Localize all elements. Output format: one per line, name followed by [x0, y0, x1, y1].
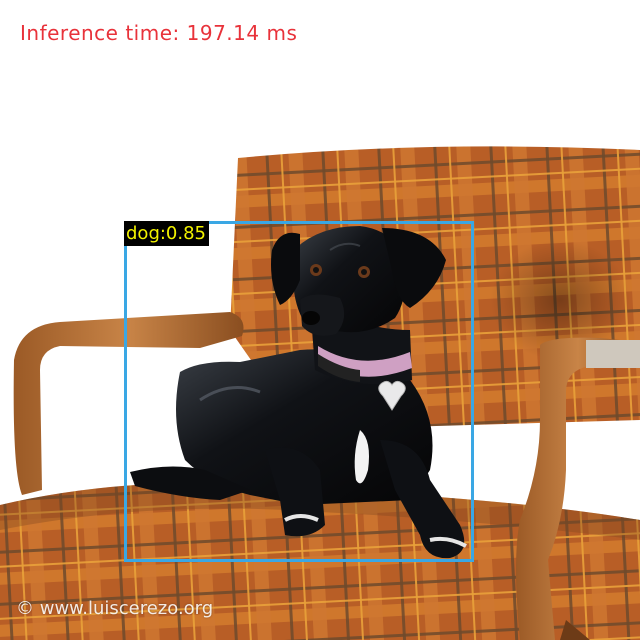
- photo-watermark: © www.luiscerezo.org: [16, 598, 214, 619]
- detection-label: dog:0.85: [124, 221, 210, 246]
- detection-bounding-box: [124, 221, 474, 562]
- left-armrest: [13, 312, 244, 495]
- heart-tag: [378, 380, 406, 411]
- inference-time-text: Inference time: 197.14 ms: [20, 21, 298, 45]
- right-ear: [382, 228, 446, 308]
- left-ear: [271, 232, 300, 305]
- right-armrest: [516, 337, 640, 640]
- dog: [130, 226, 467, 559]
